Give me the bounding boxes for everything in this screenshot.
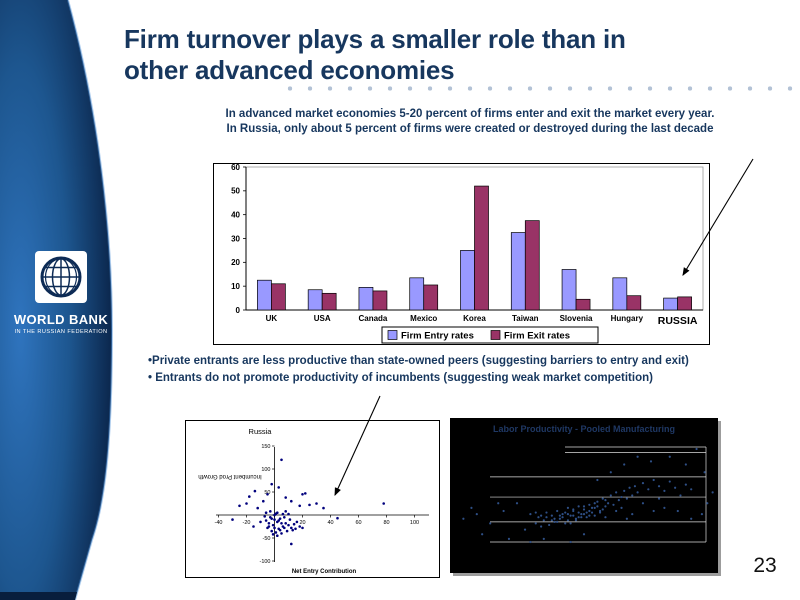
bullet-item-1: •Private entrants are less productive th…	[148, 355, 689, 367]
svg-text:50: 50	[231, 187, 240, 196]
russia-scatter-svg: Russia -40 -20 20 40 60 80 100 150 100 50 -50 -100 Ne…	[198, 427, 429, 575]
svg-text:-20: -20	[243, 520, 251, 526]
svg-text:40: 40	[231, 210, 240, 219]
svg-text:Korea: Korea	[463, 314, 486, 323]
svg-text:Incumbent Prod Growth: Incumbent Prod Growth	[198, 473, 261, 479]
svg-text:30: 30	[231, 234, 240, 243]
svg-text:20: 20	[231, 258, 240, 267]
intro-text: In advanced market economies 5-20 percen…	[140, 107, 800, 137]
logo-subtitle: IN THE RUSSIAN FEDERATION	[14, 329, 108, 335]
svg-text:150: 150	[261, 444, 270, 450]
globe-icon	[35, 251, 87, 303]
labor-productivity-chart: Labor Productivity - Pooled Manufacturin…	[450, 418, 718, 573]
svg-text:0: 0	[236, 306, 241, 315]
svg-text:Canada: Canada	[358, 314, 387, 323]
svg-text:RUSSIA: RUSSIA	[658, 315, 698, 327]
svg-text:Slovenia: Slovenia	[560, 314, 593, 323]
svg-text:40: 40	[327, 520, 333, 526]
svg-text:20: 20	[299, 520, 305, 526]
page-number: 23	[753, 554, 777, 577]
svg-text:Russia: Russia	[249, 427, 273, 436]
svg-text:-50: -50	[263, 536, 271, 542]
svg-text:Mexico: Mexico	[410, 314, 437, 323]
logo-org-name: WORLD BANK	[13, 312, 109, 327]
svg-text:Firm Exit rates: Firm Exit rates	[504, 331, 570, 342]
bullet-item-2: • Entrants do not promote productivity o…	[148, 372, 653, 385]
svg-text:Firm Entry rates: Firm Entry rates	[401, 331, 474, 342]
svg-text:100: 100	[410, 520, 419, 526]
svg-text:Taiwan: Taiwan	[512, 314, 539, 323]
title-dotted-divider	[280, 84, 800, 93]
svg-text:80: 80	[383, 520, 389, 526]
russia-scatter-chart: Russia -40 -20 20 40 60 80 100 150 100 50 -50 -100 Ne…	[185, 420, 440, 578]
svg-text:60: 60	[231, 164, 240, 172]
worldbank-logo: WORLD BANK IN THE RUSSIAN FEDERATION	[8, 250, 114, 335]
intro-line1: In advanced market economies 5-20 percen…	[225, 108, 715, 120]
svg-text:Labor Productivity - Pooled Ma: Labor Productivity - Pooled Manufacturin…	[493, 424, 675, 434]
svg-text:Net Entry Contribution: Net Entry Contribution	[292, 569, 357, 575]
page-title-line1: Firm turnover plays a smaller role than …	[124, 24, 626, 54]
page-title: Firm turnover plays a smaller role than …	[124, 24, 794, 86]
svg-text:Hungary: Hungary	[611, 314, 644, 323]
svg-text:USA: USA	[314, 314, 331, 323]
labor-productivity-svg: Labor Productivity - Pooled Manufacturin…	[450, 418, 718, 573]
page-title-line2: other advanced economies	[124, 55, 455, 86]
svg-text:-40: -40	[215, 520, 223, 526]
bullet-list: •Private entrants are less productive th…	[148, 353, 798, 388]
intro-line2: In Russia, only about 5 percent of firms…	[226, 122, 714, 135]
svg-text:10: 10	[231, 282, 240, 291]
svg-text:100: 100	[261, 467, 270, 473]
svg-text:60: 60	[355, 520, 361, 526]
bar-chart-svg: 0 10 20 30 40 50 60 UK USA Canada Mexico Korea Taiwa…	[231, 164, 704, 344]
svg-text:50: 50	[264, 490, 270, 496]
entry-exit-bar-chart: 0 10 20 30 40 50 60 UK USA Canada Mexico Korea Taiwa…	[213, 163, 710, 345]
svg-text:-100: -100	[259, 559, 270, 565]
svg-text:UK: UK	[266, 314, 278, 323]
